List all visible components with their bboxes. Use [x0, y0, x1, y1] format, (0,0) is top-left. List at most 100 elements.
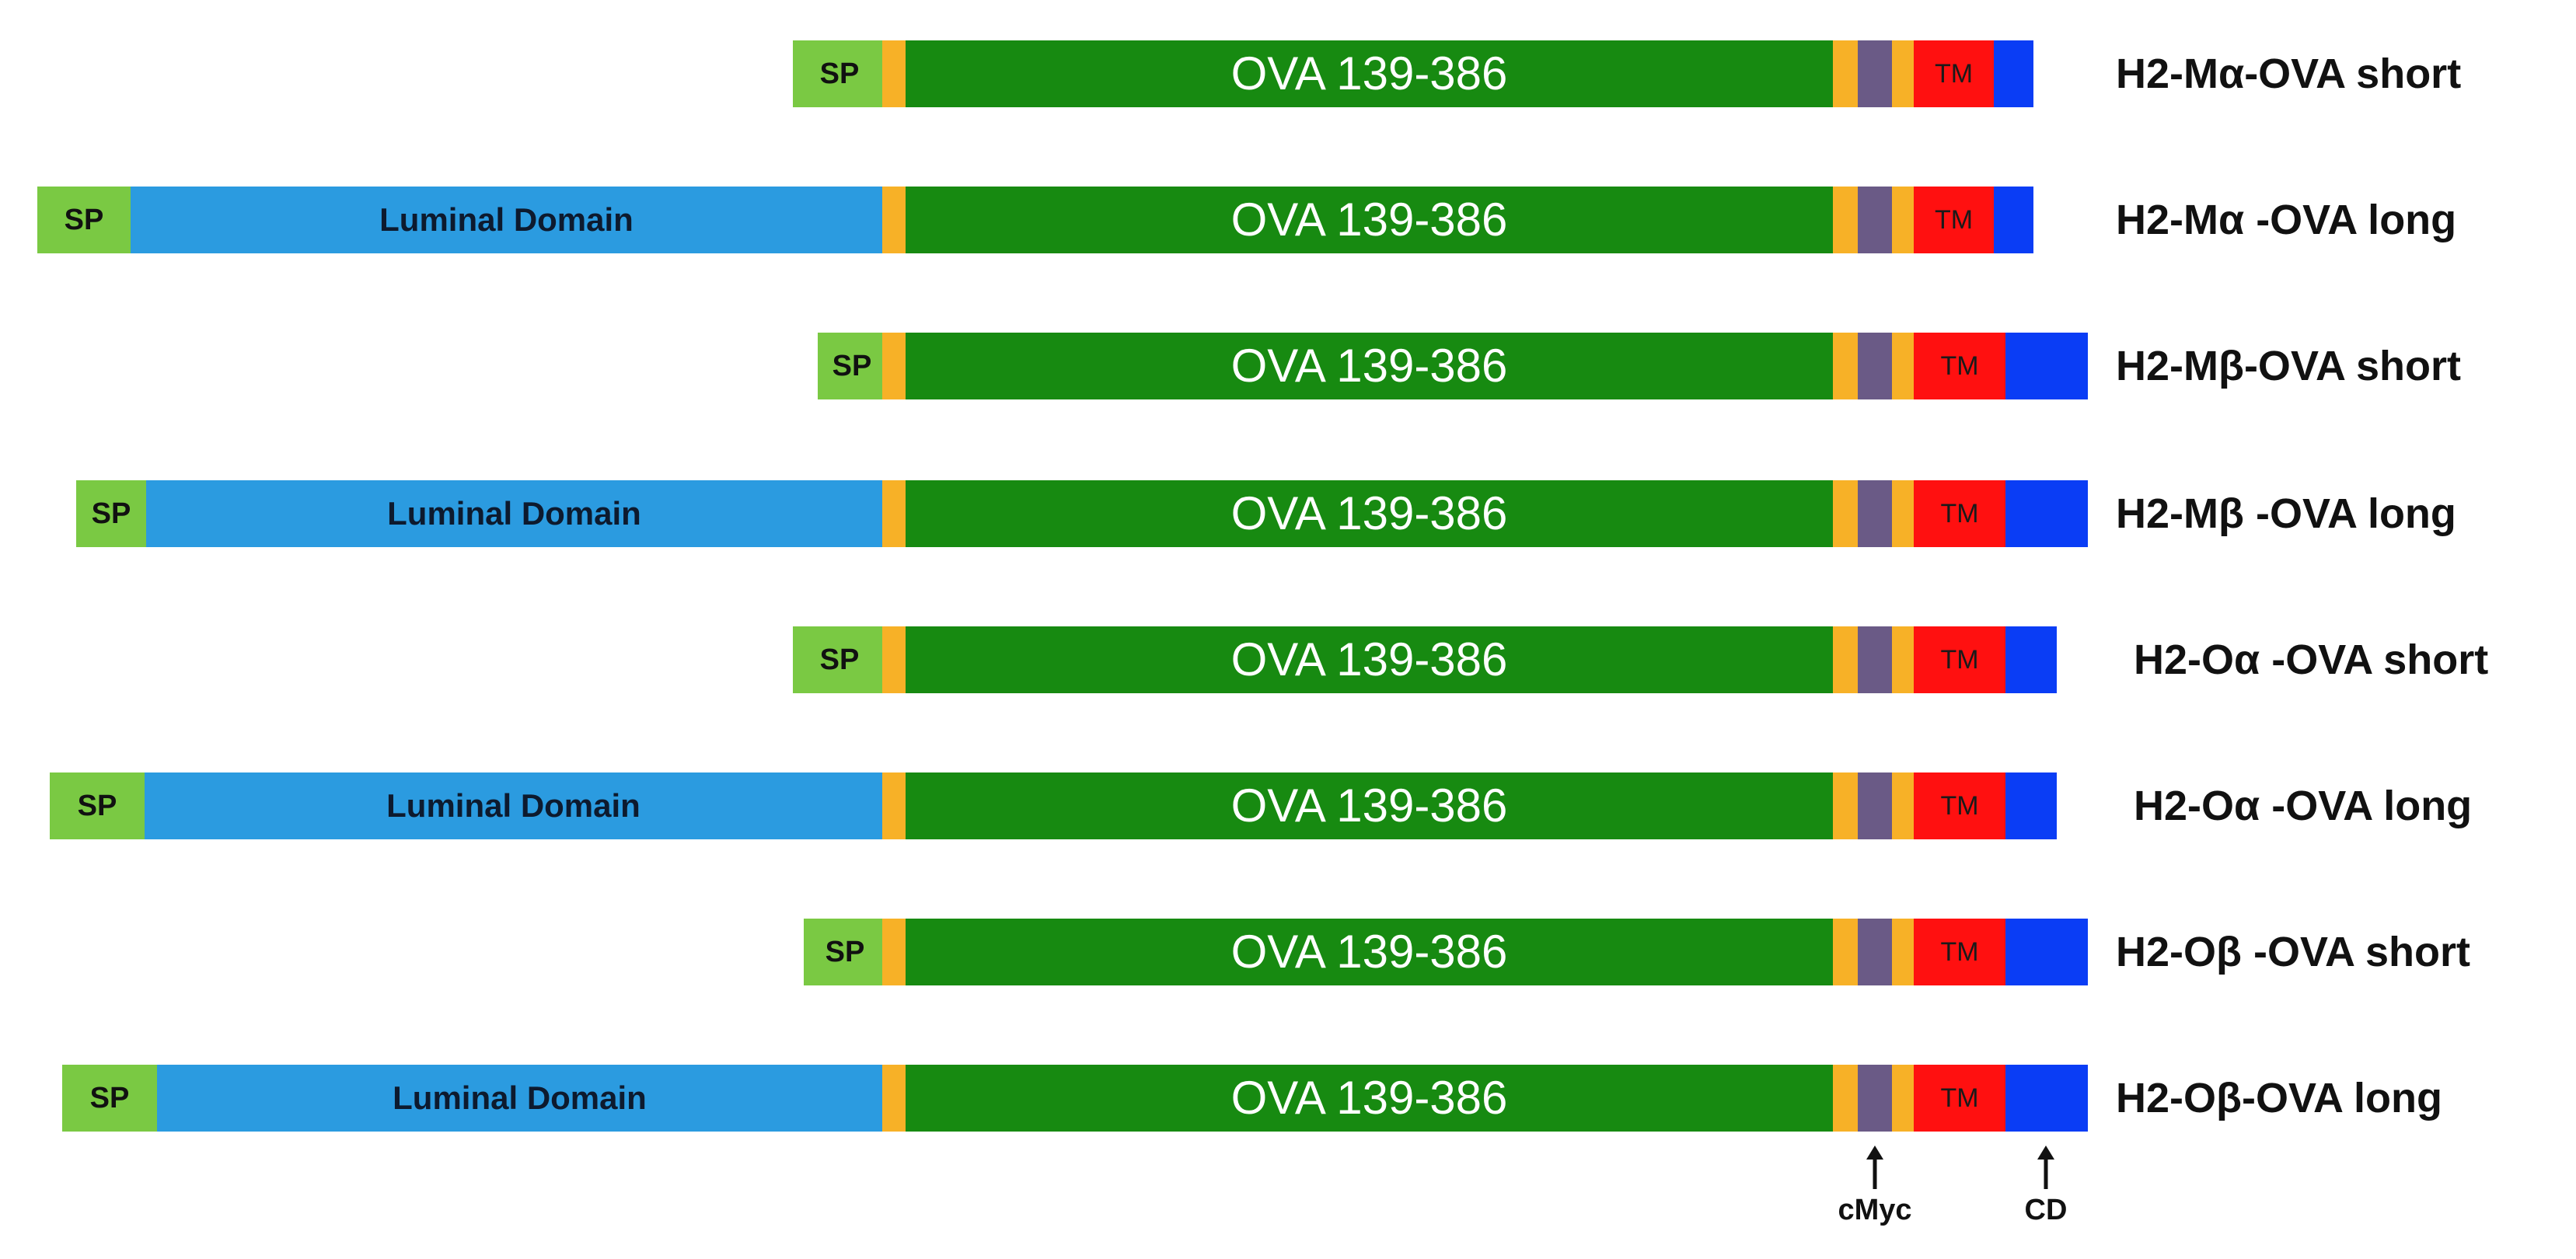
- up-arrow-icon: [1866, 1146, 1883, 1189]
- construct-name: H2-Oβ -OVA short: [2116, 929, 2470, 975]
- ova-domain-label: OVA 139-386: [1230, 633, 1508, 685]
- cytoplasmic-domain: [2005, 1065, 2088, 1132]
- ova-domain-label: OVA 139-386: [1230, 340, 1508, 392]
- transmembrane-domain-label: TM: [1940, 499, 1979, 528]
- linker-segment: [1892, 1065, 1914, 1132]
- luminal-domain: Luminal Domain: [145, 772, 882, 839]
- linker-segment: [882, 772, 906, 839]
- transmembrane-domain-label: TM: [1940, 351, 1979, 381]
- up-arrow-icon: [2037, 1146, 2054, 1189]
- transmembrane-domain-label: TM: [1940, 645, 1979, 675]
- linker-segment: [1833, 1065, 1858, 1132]
- cmyc-marker-label: cMyc: [1838, 1194, 1912, 1226]
- ova-domain-label: OVA 139-386: [1230, 1072, 1508, 1124]
- transmembrane-domain: TM: [1914, 333, 2005, 399]
- cytoplasmic-domain: [1994, 40, 2033, 107]
- signal-peptide: SP: [818, 333, 886, 399]
- signal-peptide: SP: [793, 626, 886, 693]
- linker-segment: [1892, 187, 1914, 253]
- signal-peptide: SP: [804, 919, 886, 985]
- cd-marker: CD: [1968, 1144, 2124, 1225]
- cmyc-tag: [1858, 333, 1892, 399]
- ova-domain-label: OVA 139-386: [1230, 194, 1508, 246]
- construct-name: H2-Oβ-OVA long: [2116, 1075, 2442, 1121]
- transmembrane-domain: TM: [1914, 187, 1994, 253]
- linker-segment: [1892, 480, 1914, 547]
- linker-segment: [1833, 626, 1858, 693]
- linker-segment: [1833, 772, 1858, 839]
- cmyc-tag: [1858, 919, 1892, 985]
- ova-domain: OVA 139-386: [906, 480, 1833, 547]
- signal-peptide-label: SP: [89, 1082, 130, 1114]
- linker-segment: [1892, 333, 1914, 399]
- ova-domain-label: OVA 139-386: [1230, 926, 1508, 978]
- cytoplasmic-domain: [2005, 333, 2088, 399]
- signal-peptide-label: SP: [825, 936, 865, 968]
- cmyc-tag: [1858, 40, 1892, 107]
- cmyc-marker: cMyc: [1797, 1144, 1953, 1225]
- linker-segment: [1892, 919, 1914, 985]
- cytoplasmic-domain: [2005, 919, 2088, 985]
- transmembrane-domain: TM: [1914, 40, 1994, 107]
- linker-segment: [1833, 40, 1858, 107]
- linker-segment: [1833, 187, 1858, 253]
- construct-name: H2-Oα -OVA short: [2134, 636, 2489, 683]
- signal-peptide-label: SP: [832, 350, 872, 382]
- linker-segment: [1892, 40, 1914, 107]
- signal-peptide-label: SP: [819, 643, 860, 676]
- cmyc-tag: [1858, 480, 1892, 547]
- signal-peptide-label: SP: [819, 58, 860, 90]
- transmembrane-domain: TM: [1914, 772, 2005, 839]
- transmembrane-domain: TM: [1914, 919, 2005, 985]
- cmyc-tag: [1858, 1065, 1892, 1132]
- linker-segment: [1833, 919, 1858, 985]
- construct-name: H2-Mβ -OVA long: [2116, 490, 2456, 537]
- signal-peptide-label: SP: [77, 790, 117, 822]
- linker-segment: [1892, 772, 1914, 839]
- ova-domain-label: OVA 139-386: [1230, 779, 1508, 832]
- ova-domain: OVA 139-386: [906, 772, 1833, 839]
- luminal-domain-label: Luminal Domain: [393, 1079, 647, 1116]
- ova-domain: OVA 139-386: [906, 333, 1833, 399]
- cytoplasmic-domain: [1994, 187, 2033, 253]
- ova-domain-label: OVA 139-386: [1230, 487, 1508, 539]
- cytoplasmic-domain: [2005, 772, 2057, 839]
- signal-peptide: SP: [793, 40, 886, 107]
- linker-segment: [882, 333, 906, 399]
- luminal-domain: Luminal Domain: [146, 480, 882, 547]
- ova-domain: OVA 139-386: [906, 1065, 1833, 1132]
- linker-segment: [882, 626, 906, 693]
- signal-peptide: SP: [37, 187, 131, 253]
- transmembrane-domain: TM: [1914, 626, 2005, 693]
- construct-name: H2-Oα -OVA long: [2134, 783, 2473, 829]
- construct-name: H2-Mα -OVA long: [2116, 197, 2457, 243]
- transmembrane-domain: TM: [1914, 1065, 2005, 1132]
- ova-domain-label: OVA 139-386: [1230, 47, 1508, 99]
- signal-peptide: SP: [62, 1065, 157, 1132]
- signal-peptide-label: SP: [91, 497, 131, 530]
- luminal-domain-label: Luminal Domain: [387, 495, 641, 532]
- luminal-domain: Luminal Domain: [131, 187, 882, 253]
- signal-peptide: SP: [50, 772, 145, 839]
- linker-segment: [882, 919, 906, 985]
- cmyc-tag: [1858, 187, 1892, 253]
- linker-segment: [1833, 480, 1858, 547]
- construct-name: H2-Mβ-OVA short: [2116, 343, 2461, 389]
- transmembrane-domain-label: TM: [1934, 59, 1974, 89]
- transmembrane-domain-label: TM: [1940, 791, 1979, 821]
- ova-domain: OVA 139-386: [906, 40, 1833, 107]
- linker-segment: [882, 187, 906, 253]
- linker-segment: [1892, 626, 1914, 693]
- transmembrane-domain-label: TM: [1940, 1083, 1979, 1113]
- construct-name: H2-Mα-OVA short: [2116, 51, 2462, 97]
- ova-domain: OVA 139-386: [906, 919, 1833, 985]
- cmyc-tag: [1858, 626, 1892, 693]
- cd-marker-label: CD: [2024, 1194, 2068, 1226]
- luminal-domain-label: Luminal Domain: [386, 787, 641, 824]
- luminal-domain-label: Luminal Domain: [379, 201, 634, 238]
- ova-domain: OVA 139-386: [906, 187, 1833, 253]
- signal-peptide-label: SP: [64, 204, 104, 236]
- cytoplasmic-domain: [2005, 626, 2057, 693]
- linker-segment: [882, 1065, 906, 1132]
